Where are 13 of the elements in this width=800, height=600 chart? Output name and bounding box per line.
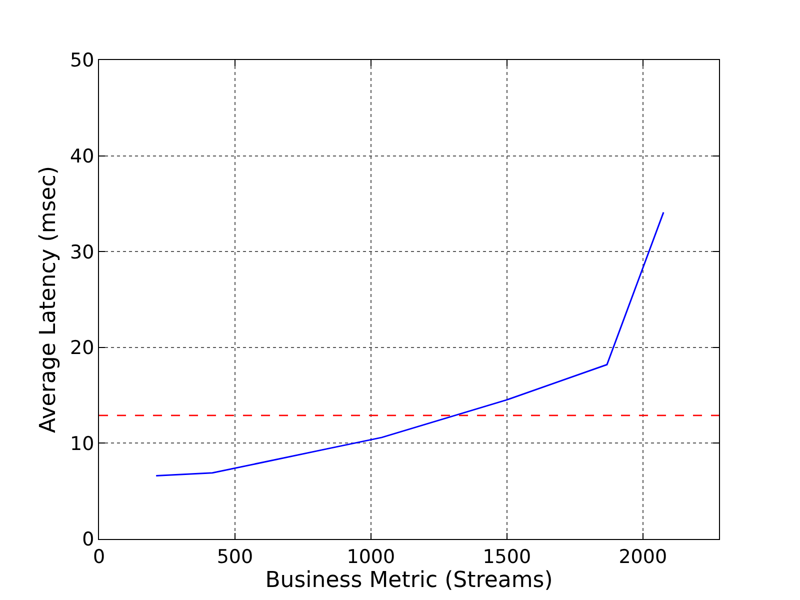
x-tick-label: 1500 <box>482 546 532 568</box>
x-tick-label: 1000 <box>346 546 396 568</box>
y-tick-label: 50 <box>70 50 94 72</box>
y-tick-label: 30 <box>70 241 94 264</box>
line-series <box>155 212 664 477</box>
y-tick-label: 20 <box>70 337 94 360</box>
x-axis-title: Business Metric (Streams) <box>265 568 553 593</box>
x-tick-label: 500 <box>216 546 254 568</box>
x-tick-label: 2000 <box>618 546 668 568</box>
y-axis-title: Average Latency (msec) <box>36 166 61 433</box>
y-tick-label: 40 <box>70 145 94 168</box>
y-tick-label: 10 <box>70 432 94 455</box>
y-tick-label: 0 <box>82 528 94 551</box>
